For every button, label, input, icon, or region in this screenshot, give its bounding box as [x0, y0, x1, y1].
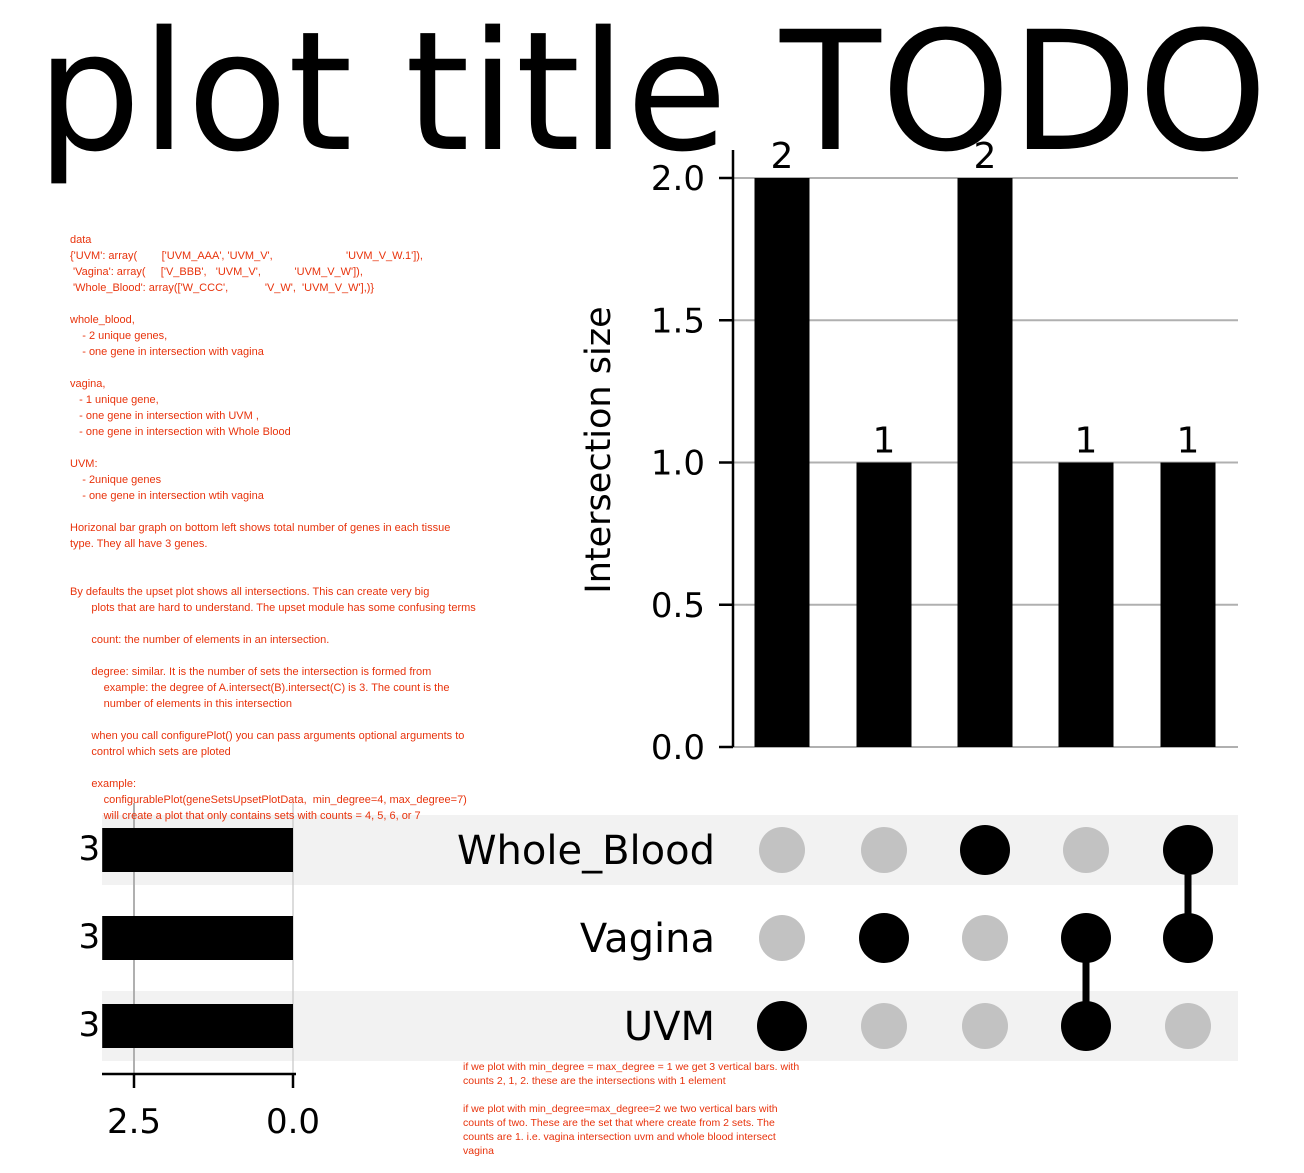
matrix-dot-inactive: [1165, 1003, 1211, 1049]
set-size-bar: [102, 1004, 293, 1048]
set-size-bar: [102, 828, 293, 872]
intersection-y-axis: 0.0 0.5 1.0 1.5 2.0: [651, 150, 735, 768]
intersection-axis-title: Intersection size: [579, 306, 619, 593]
intersection-bar: [1160, 462, 1216, 747]
y-tick-label: 2.0: [651, 159, 705, 199]
matrix-dot-active: [859, 913, 909, 963]
intersection-bar-label: 1: [1075, 421, 1098, 462]
y-tick-label: 0.0: [651, 728, 705, 768]
intersection-bar-label: 2: [974, 136, 997, 177]
matrix-dot-active: [1163, 825, 1213, 875]
matrix-dot-active: [1163, 913, 1213, 963]
set-size-bars: 3 3 3: [79, 803, 294, 1074]
matrix-dot-active: [757, 1001, 807, 1051]
y-tick-label: 0.5: [651, 586, 705, 626]
set-size-tick-label: 2.5: [107, 1102, 161, 1142]
annotation-main: data {'UVM': array( ['UVM_AAA', 'UVM_V',…: [70, 234, 476, 822]
intersection-bars: [754, 178, 1216, 747]
matrix-dot-active: [1061, 913, 1111, 963]
matrix-dot-inactive: [861, 827, 907, 873]
matrix-dot-inactive: [1063, 827, 1109, 873]
intersection-bar-labels: 2 1 2 1 1: [771, 136, 1200, 462]
intersection-bar-label: 1: [1177, 421, 1200, 462]
intersection-bar-label: 2: [771, 136, 794, 177]
set-size-tick-label: 0.0: [266, 1102, 320, 1142]
y-tick-label: 1.5: [651, 301, 705, 341]
intersection-bar: [856, 462, 912, 747]
matrix-dot-inactive: [759, 915, 805, 961]
set-size-label: 3: [79, 829, 101, 869]
intersection-matrix: [757, 825, 1213, 1051]
matrix-dot-inactive: [962, 1003, 1008, 1049]
matrix-dot-active: [1061, 1001, 1111, 1051]
matrix-dot-inactive: [962, 915, 1008, 961]
set-label: UVM: [624, 1004, 715, 1050]
set-size-bar: [102, 916, 293, 960]
intersection-bar: [957, 178, 1013, 747]
matrix-dot-inactive: [861, 1003, 907, 1049]
set-label: Vagina: [580, 916, 715, 962]
matrix-dot-inactive: [759, 827, 805, 873]
intersection-bar: [754, 178, 810, 747]
matrix-dot-active: [960, 825, 1010, 875]
set-size-label: 3: [79, 917, 101, 957]
annotation-bottom: if we plot with min_degree = max_degree …: [463, 1061, 800, 1157]
set-size-label: 3: [79, 1005, 101, 1045]
intersection-bar-label: 1: [873, 421, 896, 462]
set-size-x-axis: 2.5 0.0: [102, 1072, 320, 1142]
intersection-bar: [1058, 462, 1114, 747]
set-labels: Whole_Blood Vagina UVM: [457, 828, 715, 1050]
set-label: Whole_Blood: [457, 828, 715, 874]
matrix-row-backgrounds: [102, 815, 1238, 1061]
y-tick-label: 1.0: [651, 444, 705, 484]
